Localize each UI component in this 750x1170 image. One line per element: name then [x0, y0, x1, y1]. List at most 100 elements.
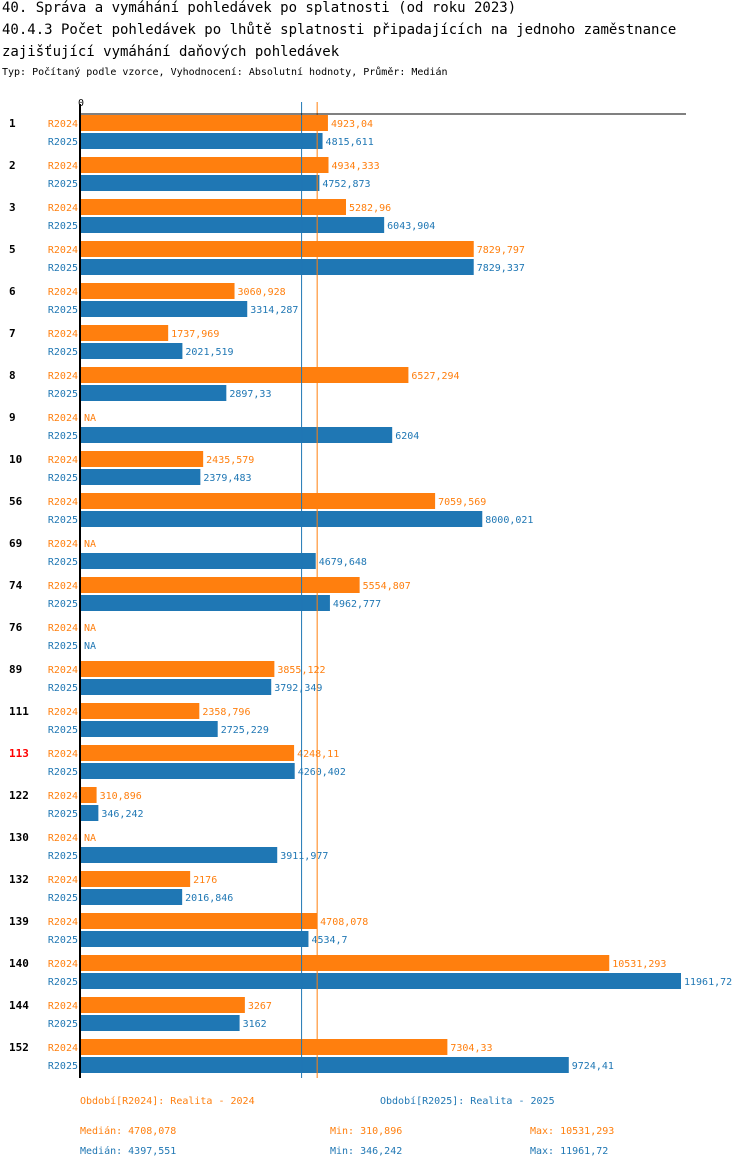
- category-label: 113: [9, 747, 29, 760]
- data-label-r2025-144: 3162: [243, 1019, 267, 1030]
- series-label-r2025: R2025: [48, 809, 78, 820]
- data-label-r2025-130: 3911,977: [280, 851, 328, 862]
- category-label: 152: [9, 1041, 29, 1054]
- bar-r2024-5: [81, 241, 474, 257]
- category-label: 122: [9, 789, 29, 802]
- category-label: 130: [9, 831, 29, 844]
- category-label: 5: [9, 243, 16, 256]
- stat-r2025-min: Min: 346,242: [330, 1146, 403, 1157]
- series-label-r2024: R2024: [48, 413, 78, 424]
- series-label-r2025: R2025: [48, 473, 78, 484]
- series-label-r2024: R2024: [48, 623, 78, 634]
- bar-r2024-111: [81, 703, 200, 719]
- series-label-r2024: R2024: [48, 245, 78, 256]
- series-label-r2025: R2025: [48, 599, 78, 610]
- data-label-r2025-139: 4534,7: [311, 935, 347, 946]
- bar-r2024-132: [81, 871, 191, 887]
- bar-r2025-10: [81, 469, 201, 485]
- series-label-r2024: R2024: [48, 329, 78, 340]
- data-label-r2024-122: 310,896: [100, 791, 142, 802]
- data-label-r2025-113: 4260,402: [298, 767, 346, 778]
- bar-r2025-3: [81, 217, 385, 233]
- bar-r2025-1: [81, 133, 323, 149]
- bar-r2025-6: [81, 301, 248, 317]
- bar-r2024-3: [81, 199, 346, 215]
- bar-r2025-74: [81, 595, 330, 611]
- data-label-r2025-8: 2897,33: [229, 389, 271, 400]
- series-label-r2025: R2025: [48, 221, 78, 232]
- series-label-r2025: R2025: [48, 557, 78, 568]
- bar-r2025-140: [81, 973, 681, 989]
- bar-r2024-8: [81, 367, 409, 383]
- series-label-r2024: R2024: [48, 1001, 78, 1012]
- series-label-r2024: R2024: [48, 875, 78, 886]
- bar-r2025-7: [81, 343, 183, 359]
- x-tick-label-0: 0: [78, 98, 84, 109]
- series-label-r2024: R2024: [48, 959, 78, 970]
- bar-r2024-144: [81, 997, 245, 1013]
- bar-r2024-140: [81, 955, 610, 971]
- series-label-r2024: R2024: [48, 539, 78, 550]
- bar-r2024-10: [81, 451, 204, 467]
- series-label-r2024: R2024: [48, 161, 78, 172]
- legend-r2024: Období[R2024]: Realita - 2024: [80, 1096, 255, 1107]
- series-label-r2024: R2024: [48, 287, 78, 298]
- bar-r2024-56: [81, 493, 436, 509]
- data-label-r2024-6: 3060,928: [238, 287, 286, 298]
- stat-r2024-max: Max: 10531,293: [530, 1126, 615, 1137]
- data-label-r2024-9: NA: [84, 413, 96, 424]
- data-label-r2024-111: 2358,796: [202, 707, 250, 718]
- series-label-r2024: R2024: [48, 917, 78, 928]
- data-label-r2024-69: NA: [84, 539, 96, 550]
- chart-subtitle: Typ: Počítaný podle vzorce, Vyhodnocení:…: [2, 67, 448, 78]
- data-label-r2025-56: 8000,021: [485, 515, 533, 526]
- chart-title-line-2: zajišťující vymáhání daňových pohledávek: [2, 44, 340, 60]
- data-label-r2025-3: 6043,904: [387, 221, 435, 232]
- data-label-r2025-74: 4962,777: [333, 599, 381, 610]
- series-label-r2025: R2025: [48, 179, 78, 190]
- category-label: 89: [9, 663, 22, 676]
- bar-r2025-56: [81, 511, 483, 527]
- series-label-r2024: R2024: [48, 497, 78, 508]
- stat-r2024-min: Min: 310,896: [330, 1126, 403, 1137]
- series-label-r2024: R2024: [48, 1043, 78, 1054]
- bar-r2025-132: [81, 889, 183, 905]
- stat-r2024-median: Medián: 4708,078: [80, 1126, 177, 1137]
- data-label-r2025-152: 9724,41: [572, 1061, 614, 1072]
- series-label-r2025: R2025: [48, 767, 78, 778]
- series-label-r2025: R2025: [48, 389, 78, 400]
- data-label-r2024-144: 3267: [248, 1001, 272, 1012]
- data-label-r2024-56: 7059,569: [438, 497, 486, 508]
- data-label-r2025-89: 3792,349: [274, 683, 322, 694]
- series-label-r2025: R2025: [48, 347, 78, 358]
- data-label-r2025-76: NA: [84, 641, 96, 652]
- bar-r2025-113: [81, 763, 295, 779]
- bar-r2024-1: [81, 115, 328, 131]
- data-label-r2024-139: 4708,078: [320, 917, 368, 928]
- data-label-r2024-76: NA: [84, 623, 96, 634]
- bar-r2025-139: [81, 931, 309, 947]
- series-label-r2025: R2025: [48, 683, 78, 694]
- data-label-r2025-7: 2021,519: [185, 347, 233, 358]
- category-label: 6: [9, 285, 16, 298]
- series-label-r2025: R2025: [48, 725, 78, 736]
- series-label-r2024: R2024: [48, 707, 78, 718]
- series-label-r2025: R2025: [48, 263, 78, 274]
- data-label-r2024-3: 5282,96: [349, 203, 391, 214]
- bar-r2025-9: [81, 427, 393, 443]
- data-label-r2025-6: 3314,287: [250, 305, 298, 316]
- category-label: 132: [9, 873, 29, 886]
- data-label-r2025-1: 4815,611: [326, 137, 374, 148]
- category-label: 9: [9, 411, 16, 424]
- data-label-r2024-2: 4934,333: [332, 161, 380, 172]
- bar-r2025-69: [81, 553, 316, 569]
- series-label-r2025: R2025: [48, 137, 78, 148]
- category-label: 74: [9, 579, 23, 592]
- category-label: 111: [9, 705, 29, 718]
- series-label-r2024: R2024: [48, 371, 78, 382]
- bar-r2024-122: [81, 787, 97, 803]
- category-label: 3: [9, 201, 16, 214]
- series-label-r2024: R2024: [48, 455, 78, 466]
- data-label-r2024-152: 7304,33: [450, 1043, 492, 1054]
- bar-r2024-2: [81, 157, 329, 173]
